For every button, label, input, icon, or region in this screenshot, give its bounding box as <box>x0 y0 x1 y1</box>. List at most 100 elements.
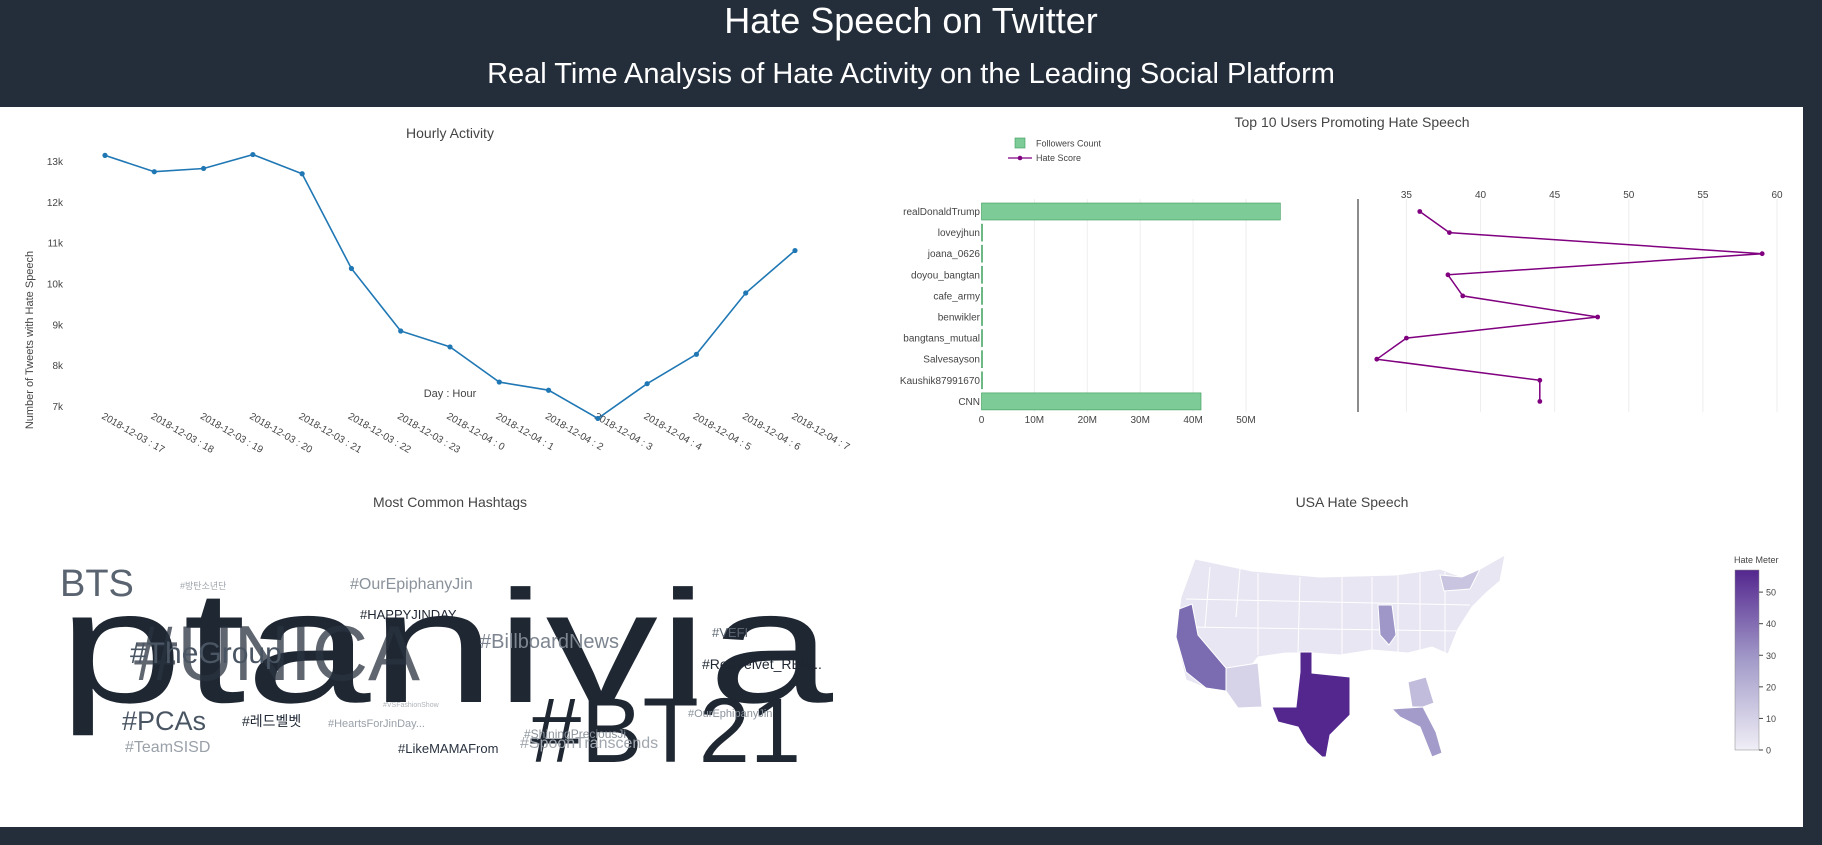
colorbar-tick-label: 0 <box>1766 746 1771 756</box>
user-label: loveyjhun <box>938 228 980 239</box>
hashtags-chart: Most Common Hashtags ptanivia #BT21 #UNI… <box>58 494 833 782</box>
hourly-data-point <box>693 351 700 357</box>
legend-followers-label: Followers Count <box>1036 139 1102 149</box>
colorbar-tick-label: 30 <box>1766 651 1776 661</box>
followers-bar <box>981 223 983 242</box>
hashtag-word: #VEFI <box>712 625 748 640</box>
score-tick-label: 60 <box>1771 190 1783 201</box>
map-state-TX <box>1271 651 1351 758</box>
followers-bar <box>981 266 983 284</box>
legend-followers-swatch <box>1014 137 1026 149</box>
dashboard-svg: Hourly Activity Number of Tweets with Ha… <box>24 114 1783 782</box>
hourly-data-point <box>348 265 355 272</box>
followers-bar <box>981 392 1202 411</box>
page-title: Hate Speech on Twitter <box>724 0 1098 41</box>
colorbar-tick-label: 40 <box>1766 619 1776 629</box>
map-state-FL <box>1390 706 1443 758</box>
usa-map-chart: USA Hate Speech <box>1175 494 1779 758</box>
hashtag-word: #VSFashionShow <box>383 702 440 709</box>
hourly-y-tick-label: 10k <box>47 280 64 291</box>
user-label: doyou_bangtan <box>911 270 980 281</box>
map-state-AZ <box>1225 662 1263 709</box>
hourly-data-point <box>447 344 453 350</box>
hate-score-point <box>1374 356 1380 362</box>
user-label: CNN <box>958 397 980 408</box>
score-tick-label: 35 <box>1401 190 1413 201</box>
hourly-y-tick-label: 8k <box>52 361 64 372</box>
hashtag-word: #TheGroup <box>130 637 282 670</box>
user-label: joana_0626 <box>927 249 981 260</box>
hourly-data-point <box>496 379 502 385</box>
followers-bar <box>981 202 1281 221</box>
hate-score-point <box>1595 314 1601 320</box>
hourly-y-tick-label: 7k <box>52 402 64 413</box>
hourly-x-axis-label: Day : Hour <box>424 388 477 400</box>
user-label: Salvesayson <box>923 355 980 366</box>
hourly-data-point <box>644 381 650 387</box>
hashtag-word: #ShiningPreciousJi <box>524 727 626 741</box>
top-users-chart-title: Top 10 Users Promoting Hate Speech <box>1234 114 1469 130</box>
hourly-y-tick-label: 12k <box>47 198 64 209</box>
hourly-y-tick-label: 11k <box>48 239 64 250</box>
hate-score-point <box>1537 399 1543 404</box>
followers-bar <box>981 287 983 305</box>
hate-score-point <box>1759 251 1765 257</box>
hourly-y-tick-label: 9k <box>52 320 64 331</box>
top-users-chart: Top 10 Users Promoting Hate Speech Follo… <box>900 114 1783 426</box>
hourly-chart-title: Hourly Activity <box>406 125 494 141</box>
followers-tick-label: 10M <box>1025 415 1044 426</box>
hashtag-word: #PCAs <box>122 706 206 736</box>
hourly-data-point <box>792 247 798 254</box>
hashtag-word: #RedVelvet_RBB... <box>702 656 822 672</box>
hashtag-word: #BillboardNews <box>480 631 619 653</box>
user-label: Kaushik87991670 <box>900 376 981 387</box>
legend-score-label: Hate Score <box>1036 153 1081 163</box>
map-state-IL <box>1377 604 1397 646</box>
hashtag-word: BTS <box>60 563 134 605</box>
hourly-data-point <box>250 151 256 158</box>
followers-tick-label: 0 <box>979 415 985 426</box>
hourly-data-point <box>299 171 305 177</box>
user-label: realDonaldTrump <box>903 207 980 218</box>
hourly-data-point <box>545 387 552 393</box>
followers-bar <box>981 350 983 368</box>
hashtag-word: #레드벨벳 <box>242 713 301 729</box>
dashboard-panel: Hourly Activity Number of Tweets with Ha… <box>0 107 1803 827</box>
page-header: Hate Speech on Twitter Real Time Analysi… <box>0 0 1822 107</box>
followers-tick-label: 30M <box>1130 415 1149 426</box>
hourly-data-point <box>743 290 749 296</box>
hashtag-word: #HAPPYJINDAY <box>360 607 457 622</box>
user-label: benwikler <box>938 313 981 324</box>
hashtag-cloud: ptanivia #BT21 #UNICA #TheGroup BTS #방탄소… <box>58 557 833 782</box>
hourly-data-point <box>595 415 601 422</box>
colorbar-title: Hate Meter <box>1734 555 1779 565</box>
hate-score-point <box>1447 230 1452 235</box>
score-tick-label: 50 <box>1623 190 1635 201</box>
hourly-data-point <box>200 165 207 172</box>
user-label: cafe_army <box>933 291 980 302</box>
hate-score-point <box>1417 209 1423 214</box>
hashtag-word: #LikeMAMAFrom <box>398 741 498 756</box>
hashtag-word: #SpoonTranscends <box>520 735 658 752</box>
score-tick-label: 45 <box>1549 190 1561 201</box>
usa-map <box>1175 554 1506 758</box>
hate-score-point <box>1537 377 1543 383</box>
hashtag-word: #UNICA <box>134 609 420 697</box>
hourly-y-tick-label: 13k <box>47 157 64 168</box>
hate-score-point <box>1460 293 1466 299</box>
hate-meter-colorbar: Hate Meter 0 10 20 30 40 50 <box>1734 555 1779 756</box>
hashtags-chart-title: Most Common Hashtags <box>373 494 527 510</box>
map-state-NY <box>1439 567 1482 592</box>
colorbar-tick-label: 10 <box>1766 714 1776 724</box>
followers-bar <box>981 308 983 326</box>
colorbar-gradient <box>1734 569 1760 751</box>
usa-map-chart-title: USA Hate Speech <box>1296 494 1409 510</box>
score-tick-label: 55 <box>1697 190 1709 201</box>
hashtag-word: #HeartsForJinDay... <box>328 718 425 730</box>
hate-score-point <box>1404 335 1409 341</box>
hourly-data-point <box>102 152 108 158</box>
followers-tick-label: 50M <box>1236 415 1255 426</box>
hashtag-word: ptanivia <box>58 557 833 736</box>
followers-tick-label: 40M <box>1183 415 1202 426</box>
legend-score-marker <box>1017 155 1023 161</box>
